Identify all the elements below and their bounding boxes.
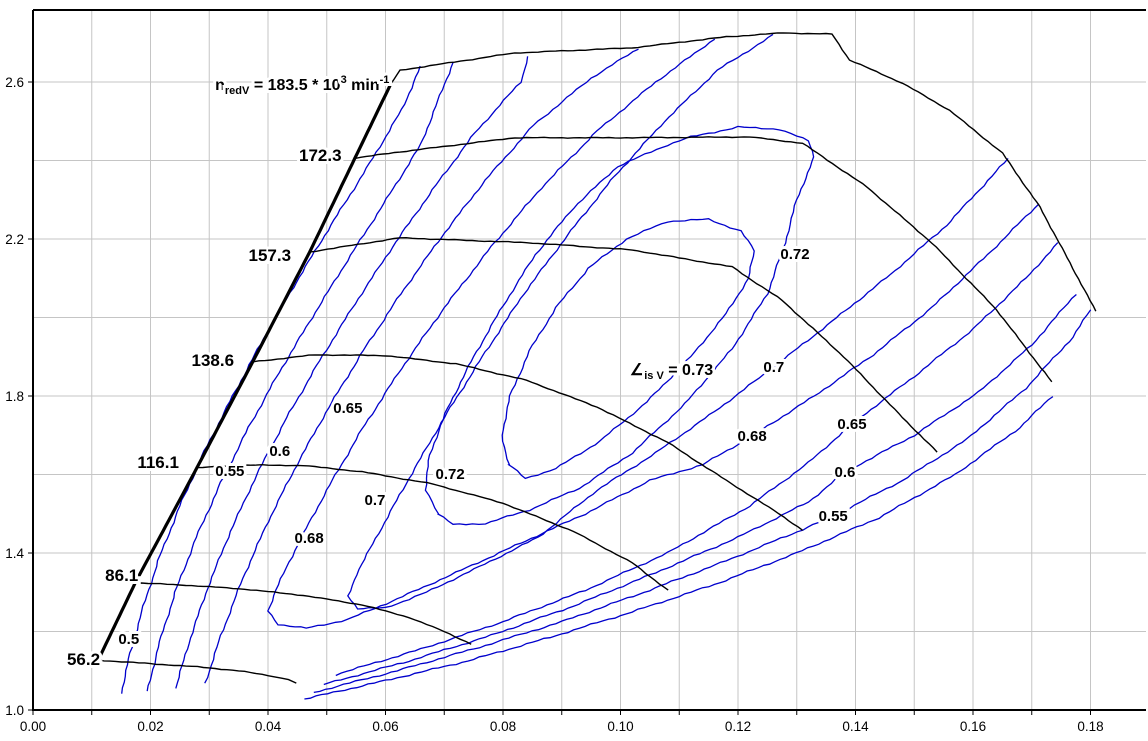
efficiency-contour-0.68 xyxy=(267,38,1040,629)
efficiency-peak-label: ∠is V = 0.73 xyxy=(630,362,713,382)
y-tick-label: 1.8 xyxy=(5,389,24,404)
x-tick-label: 0.12 xyxy=(725,719,751,734)
speed-line-86.1 xyxy=(135,582,472,645)
efficiency-contour-0.73 xyxy=(501,218,755,480)
speed-label-157.3: 157.3 xyxy=(248,246,291,265)
x-tick-label: 0.10 xyxy=(607,719,633,734)
efficiency-contour-0.55 xyxy=(313,309,1092,694)
x-tick-label: 0.14 xyxy=(842,719,869,734)
speed-label-86.1: 86.1 xyxy=(105,566,138,585)
efficiency-contour-0.72 xyxy=(424,125,815,526)
contour-label-0.72: 0.72 xyxy=(436,466,465,483)
contour-label-0.72: 0.72 xyxy=(780,246,809,263)
speed-line-157.3 xyxy=(309,236,938,453)
contour-label-0.55: 0.55 xyxy=(819,508,848,525)
contour-label-0.5: 0.5 xyxy=(118,631,139,648)
efficiency-contour-0.65 xyxy=(204,48,639,684)
contour-label-0.65: 0.65 xyxy=(837,416,866,433)
speed-label-116.1: 116.1 xyxy=(137,453,179,472)
max-speed-label: nredV = 183.5 * 103 min-1 xyxy=(215,74,389,97)
contour-label-0.7: 0.7 xyxy=(763,359,784,376)
x-tick-label: 0.18 xyxy=(1077,719,1103,734)
x-tick-label: 0.08 xyxy=(490,719,516,734)
contour-label-0.6: 0.6 xyxy=(269,443,290,460)
speed-label-172.3: 172.3 xyxy=(299,146,342,165)
efficiency-contour-0.6 xyxy=(175,56,529,689)
speed-label-56.2: 56.2 xyxy=(67,650,100,669)
speed-line-138.6 xyxy=(252,354,804,531)
contour-label-0.55: 0.55 xyxy=(215,463,244,480)
speed-line-172.3 xyxy=(354,136,1053,383)
contour-label-0.6: 0.6 xyxy=(834,464,855,481)
x-tick-label: 0.00 xyxy=(20,719,46,734)
efficiency-contour-0.5 xyxy=(304,396,1054,700)
speed-line-56.2 xyxy=(98,659,297,684)
y-tick-label: 1.4 xyxy=(5,546,24,561)
speed-label-138.6: 138.6 xyxy=(192,351,235,370)
x-tick-label: 0.06 xyxy=(372,719,398,734)
efficiency-contour-0.65 xyxy=(335,242,1059,677)
surge-line xyxy=(96,84,392,661)
speed-line-116.1 xyxy=(196,463,669,591)
contour-label-0.65: 0.65 xyxy=(333,400,362,417)
contour-label-0.68: 0.68 xyxy=(295,530,324,547)
x-tick-label: 0.16 xyxy=(960,719,986,734)
efficiency-contour-0.55 xyxy=(146,62,454,692)
y-tick-label: 1.0 xyxy=(5,703,24,718)
y-tick-label: 2.2 xyxy=(5,232,24,247)
x-tick-label: 0.04 xyxy=(255,719,282,734)
efficiency-contour-0.7 xyxy=(347,33,1009,610)
contour-label-0.68: 0.68 xyxy=(737,428,766,445)
efficiency-contour-0.6 xyxy=(323,294,1077,686)
x-tick-label: 0.02 xyxy=(137,719,163,734)
contour-label-0.7: 0.7 xyxy=(364,492,385,509)
speed-line-183.5 xyxy=(389,32,1097,312)
y-tick-label: 2.6 xyxy=(5,75,24,90)
